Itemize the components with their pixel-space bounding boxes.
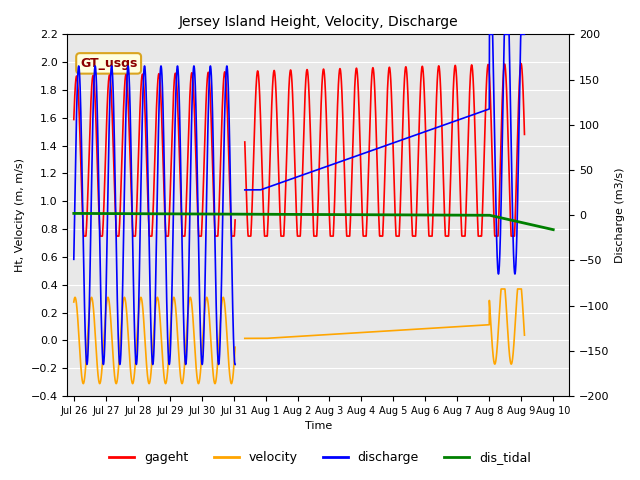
- dis_tidal: [464, 212, 472, 218]
- gageht: [358, 187, 365, 192]
- Line: gageht: gageht: [74, 63, 524, 236]
- dis_tidal: [157, 211, 164, 216]
- velocity: [428, 325, 435, 331]
- discharge: [253, 187, 261, 193]
- Line: velocity: velocity: [74, 289, 524, 384]
- discharge: [428, 126, 435, 132]
- velocity: [382, 328, 390, 334]
- dis_tidal: [358, 212, 365, 217]
- gageht: [382, 141, 390, 147]
- velocity: [157, 328, 164, 334]
- dis_tidal: [70, 211, 77, 216]
- dis_tidal: [428, 212, 435, 218]
- velocity: [70, 299, 77, 305]
- X-axis label: Time: Time: [305, 421, 332, 432]
- Title: Jersey Island Height, Velocity, Discharge: Jersey Island Height, Velocity, Discharg…: [179, 15, 458, 29]
- velocity: [358, 330, 365, 336]
- Text: GT_usgs: GT_usgs: [80, 57, 138, 70]
- Line: dis_tidal: dis_tidal: [74, 214, 553, 229]
- gageht: [464, 138, 472, 144]
- discharge: [70, 256, 77, 262]
- gageht: [428, 233, 435, 239]
- gageht: [70, 117, 77, 122]
- discharge: [382, 143, 390, 148]
- dis_tidal: [381, 212, 389, 217]
- Legend: gageht, velocity, discharge, dis_tidal: gageht, velocity, discharge, dis_tidal: [104, 446, 536, 469]
- Y-axis label: Discharge (m3/s): Discharge (m3/s): [615, 168, 625, 263]
- gageht: [253, 71, 261, 76]
- discharge: [464, 114, 472, 120]
- Line: discharge: discharge: [74, 35, 524, 364]
- velocity: [253, 336, 261, 341]
- gageht: [157, 94, 164, 100]
- discharge: [157, 63, 164, 69]
- discharge: [358, 151, 365, 157]
- velocity: [464, 323, 472, 329]
- dis_tidal: [549, 227, 557, 232]
- dis_tidal: [253, 211, 261, 217]
- Y-axis label: Ht, Velocity (m, m/s): Ht, Velocity (m, m/s): [15, 158, 25, 272]
